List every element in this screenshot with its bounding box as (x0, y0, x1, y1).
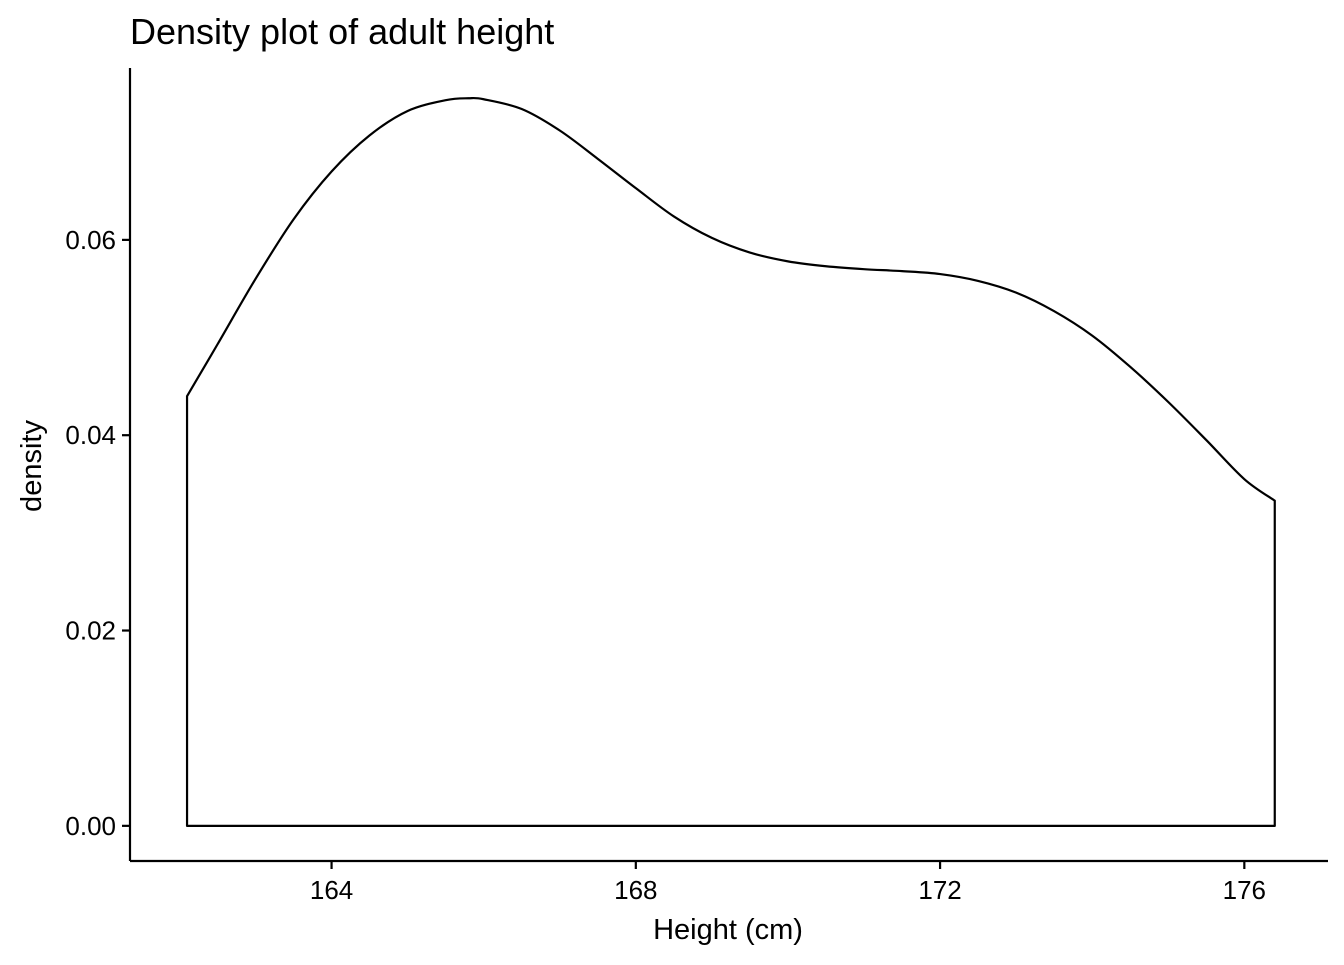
density-layer (185, 96, 1276, 827)
x-tick-label: 176 (1223, 875, 1266, 905)
chart-title: Density plot of adult height (130, 11, 554, 52)
x-tick-label: 164 (310, 875, 353, 905)
y-axis-title: density (16, 420, 48, 512)
x-tick-label: 172 (918, 875, 961, 905)
y-tick-label: 0.06 (65, 225, 116, 255)
x-axis-ticks: 164 168 172 176 (310, 861, 1266, 905)
density-curve (185, 96, 1276, 827)
x-axis-title: Height (cm) (653, 914, 803, 946)
y-tick-label: 0.02 (65, 616, 116, 646)
y-tick-label: 0.04 (65, 420, 116, 450)
y-axis-ticks: 0.00 0.02 0.04 0.06 (65, 225, 130, 841)
x-tick-label: 168 (614, 875, 657, 905)
y-tick-label: 0.00 (65, 811, 116, 841)
